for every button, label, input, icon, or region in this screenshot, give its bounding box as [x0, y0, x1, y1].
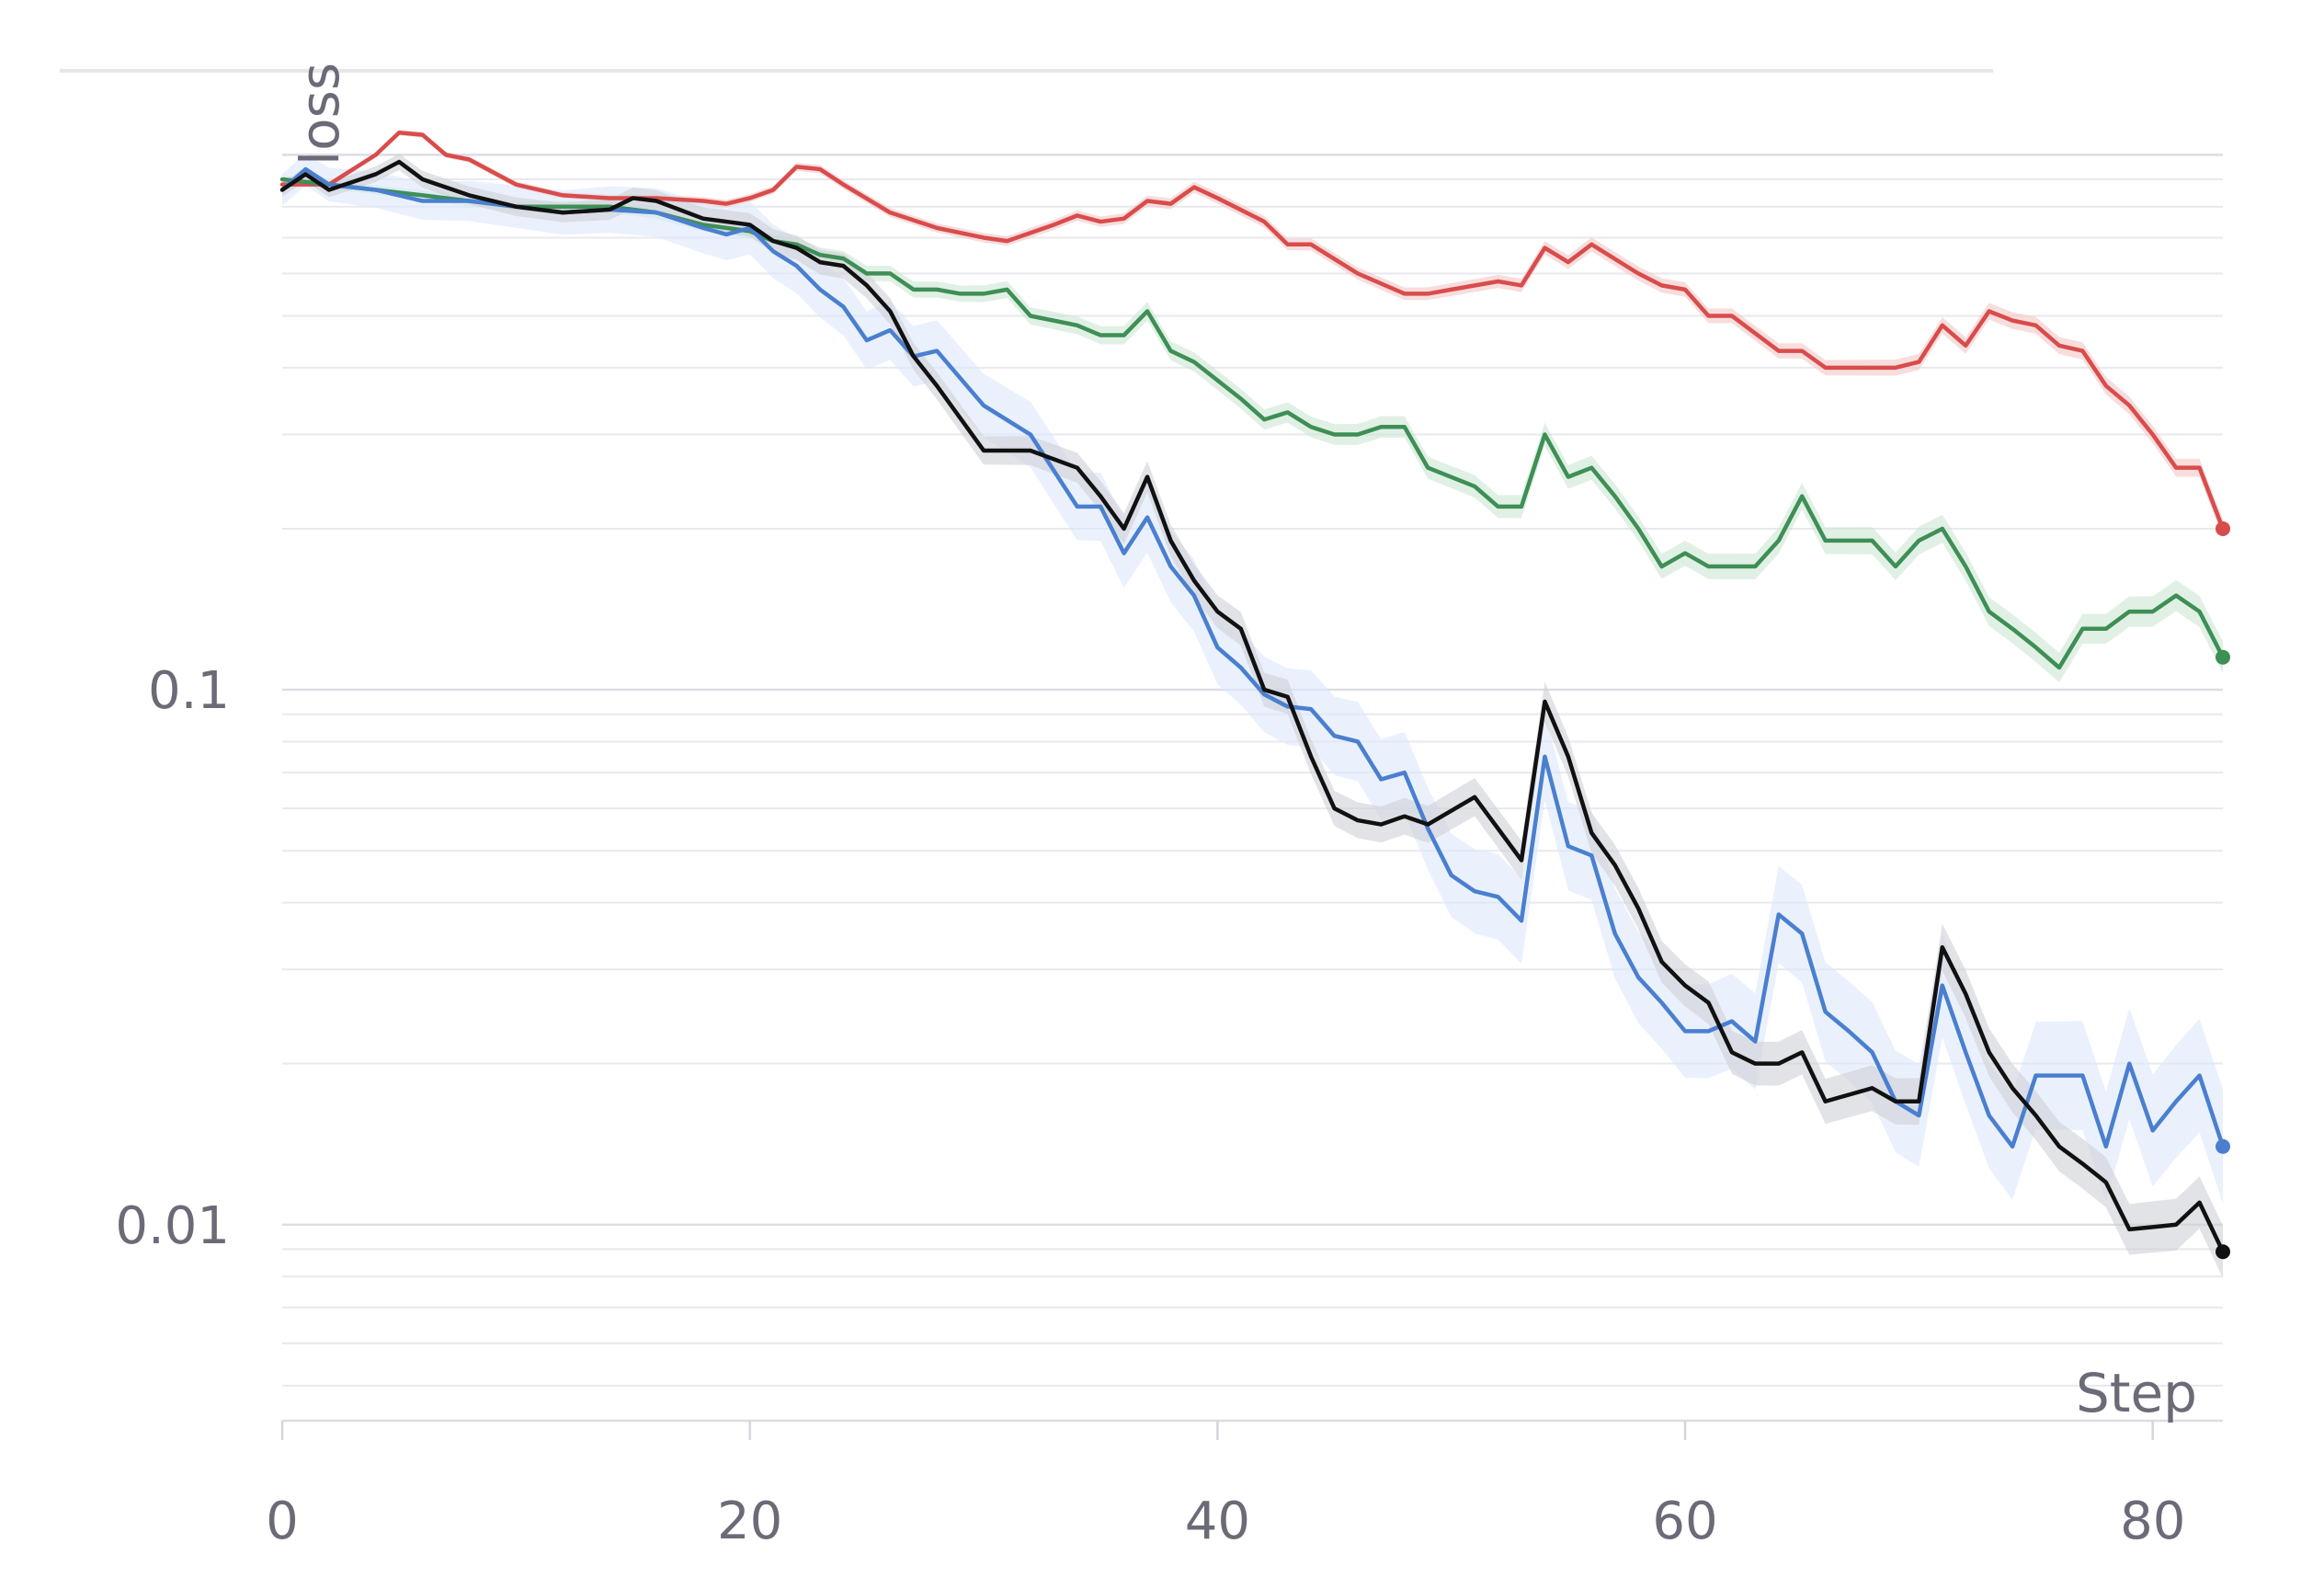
x-axis-title: Step [2076, 1362, 2197, 1424]
x-tick-label: 40 [1185, 1492, 1250, 1551]
series-1-line [279, 131, 2226, 532]
y-tick-label: 0.1 [148, 661, 230, 721]
y-tick-label: 0.01 [115, 1196, 230, 1256]
x-axis-ticks: 0 20 40 60 80 [266, 1421, 2185, 1551]
series-4-endpoint [2216, 1244, 2230, 1260]
grid-lines [282, 154, 2223, 1423]
series-lines [279, 131, 2226, 1254]
y-axis-title: loss [289, 63, 351, 166]
x-tick-label: 80 [2120, 1492, 2185, 1551]
series-endpoints [2216, 520, 2230, 1260]
x-tick-label: 0 [266, 1492, 299, 1551]
series-2-line [279, 177, 2226, 670]
series-2-endpoint [2216, 649, 2230, 665]
series-1-band [282, 130, 2223, 538]
series-1-endpoint [2216, 520, 2230, 536]
variance-bands [282, 130, 2223, 1278]
x-tick-label: 20 [717, 1492, 782, 1551]
series-4-line [279, 159, 2226, 1254]
series-3-line [279, 166, 2226, 1149]
series-2-band [282, 175, 2223, 683]
x-tick-label: 60 [1652, 1492, 1717, 1551]
y-axis-ticks: 0.1 0.01 [115, 661, 230, 1256]
series-3-endpoint [2216, 1138, 2230, 1154]
